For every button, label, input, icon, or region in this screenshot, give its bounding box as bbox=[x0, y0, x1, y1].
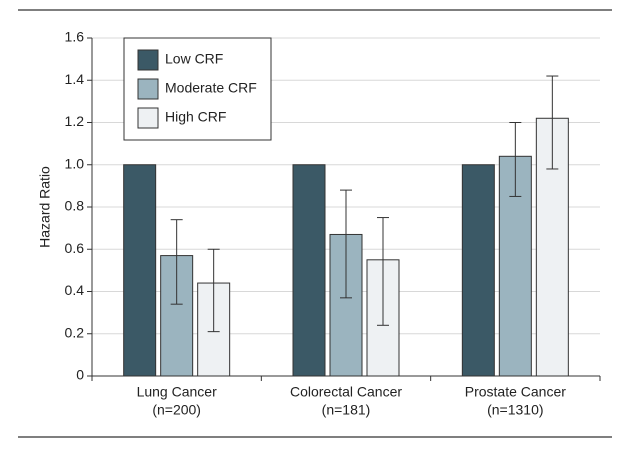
x-tick-label: Prostate Cancer bbox=[465, 384, 566, 400]
y-axis-label: Hazard Ratio bbox=[37, 166, 53, 248]
bar bbox=[461, 164, 495, 377]
x-tick-label: (n=200) bbox=[152, 402, 201, 418]
y-tick-label: 0.4 bbox=[65, 282, 85, 298]
x-tick-label: (n=1310) bbox=[487, 402, 543, 418]
bar bbox=[292, 164, 326, 377]
y-tick-label: 0.6 bbox=[65, 240, 85, 256]
legend-label: Moderate CRF bbox=[165, 80, 257, 96]
legend-swatch bbox=[137, 107, 159, 129]
y-tick-label: 0 bbox=[76, 367, 84, 383]
y-tick-label: 0.2 bbox=[65, 324, 85, 340]
legend-swatch bbox=[137, 78, 159, 100]
x-tick-label: Colorectal Cancer bbox=[290, 384, 402, 400]
bar bbox=[123, 164, 157, 377]
y-tick-label: 0.8 bbox=[65, 198, 85, 214]
y-tick-label: 1.0 bbox=[65, 155, 85, 171]
legend-label: High CRF bbox=[165, 109, 226, 125]
x-tick-label: Lung Cancer bbox=[137, 384, 218, 400]
y-tick-label: 1.4 bbox=[65, 71, 85, 87]
y-tick-label: 1.6 bbox=[65, 29, 85, 45]
legend-label: Low CRF bbox=[165, 51, 223, 67]
legend-swatch bbox=[137, 49, 159, 71]
x-tick-label: (n=181) bbox=[322, 402, 371, 418]
y-tick-label: 1.2 bbox=[65, 113, 85, 129]
